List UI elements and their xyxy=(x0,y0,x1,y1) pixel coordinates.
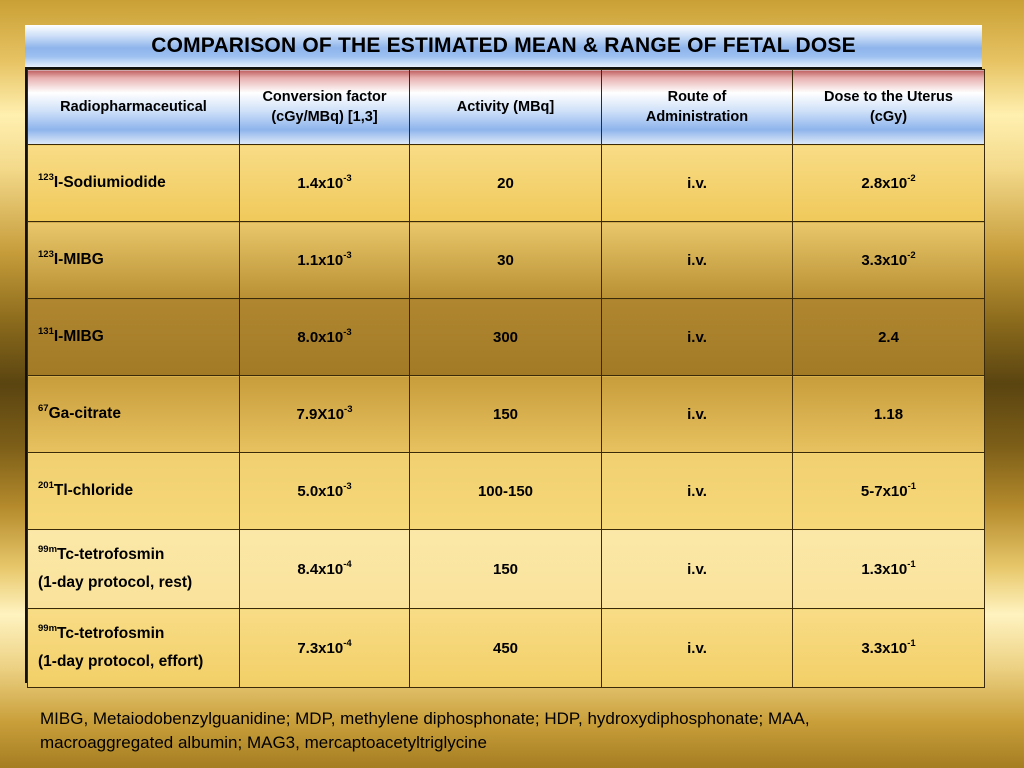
cell-activity: 450 xyxy=(409,608,602,688)
cell-conversion-factor: 5.0x10-3 xyxy=(239,452,410,530)
header-radiopharmaceutical: Radiopharmaceutical xyxy=(27,69,240,145)
header-route: Route of Administration xyxy=(601,69,793,145)
cell-conversion-factor: 8.4x10-4 xyxy=(239,529,410,609)
fetal-dose-table: Radiopharmaceutical Conversion factor (cG… xyxy=(25,67,985,688)
cell-radiopharmaceutical: 123I-Sodiumiodide xyxy=(27,144,240,222)
cell-radiopharmaceutical: 123I-MIBG xyxy=(27,221,240,299)
table-row: 67Ga-citrate 7.9X10-3 150 i.v. 1.18 xyxy=(27,375,985,453)
header-row: Radiopharmaceutical Conversion factor (cG… xyxy=(27,69,985,145)
cell-route: i.v. xyxy=(601,144,793,222)
table-row: 99mTc-tetrofosmin (1-day protocol, effort… xyxy=(27,608,985,688)
cell-route: i.v. xyxy=(601,298,793,376)
cell-activity: 30 xyxy=(409,221,602,299)
cell-dose: 2.4 xyxy=(792,298,985,376)
cell-route: i.v. xyxy=(601,452,793,530)
table-row: 123I-Sodiumiodide 1.4x10-3 20 i.v. 2.8x10-2 xyxy=(27,144,985,222)
table-row: 99mTc-tetrofosmin (1-day protocol, rest) 8… xyxy=(27,529,985,609)
table-row: 201Tl-chloride 5.0x10-3 100-150 i.v. 5-7x10-… xyxy=(27,452,985,530)
slide-title: COMPARISON OF THE ESTIMATED MEAN & RANGE… xyxy=(151,34,856,57)
cell-radiopharmaceutical: 99mTc-tetrofosmin (1-day protocol, effort… xyxy=(27,608,240,688)
cell-route: i.v. xyxy=(601,375,793,453)
cell-radiopharmaceutical: 201Tl-chloride xyxy=(27,452,240,530)
cell-conversion-factor: 1.1x10-3 xyxy=(239,221,410,299)
cell-route: i.v. xyxy=(601,608,793,688)
footnote: MIBG, Metaiodobenzylguanidine; MDP, meth… xyxy=(40,709,810,752)
cell-activity: 150 xyxy=(409,529,602,609)
cell-dose: 1.18 xyxy=(792,375,985,453)
cell-route: i.v. xyxy=(601,529,793,609)
cell-activity: 300 xyxy=(409,298,602,376)
title-bar: COMPARISON OF THE ESTIMATED MEAN & RANGE… xyxy=(25,25,982,67)
table-row: 123I-MIBG 1.1x10-3 30 i.v. 3.3x10-2 xyxy=(27,221,985,299)
cell-conversion-factor: 8.0x10-3 xyxy=(239,298,410,376)
cell-radiopharmaceutical: 99mTc-tetrofosmin (1-day protocol, rest) xyxy=(27,529,240,609)
header-conversion-factor: Conversion factor (cGy/MBq) [1,3] xyxy=(239,69,410,145)
header-dose-uterus: Dose to the Uterus (cGy) xyxy=(792,69,985,145)
cell-route: i.v. xyxy=(601,221,793,299)
cell-conversion-factor: 1.4x10-3 xyxy=(239,144,410,222)
cell-activity: 100-150 xyxy=(409,452,602,530)
cell-conversion-factor: 7.3x10-4 xyxy=(239,608,410,688)
cell-dose: 3.3x10-1 xyxy=(792,608,985,688)
data-table: Radiopharmaceutical Conversion factor (cG… xyxy=(27,69,985,688)
cell-radiopharmaceutical: 67Ga-citrate xyxy=(27,375,240,453)
cell-dose: 5-7x10-1 xyxy=(792,452,985,530)
cell-activity: 150 xyxy=(409,375,602,453)
cell-dose: 2.8x10-2 xyxy=(792,144,985,222)
cell-activity: 20 xyxy=(409,144,602,222)
header-activity: Activity (MBq] xyxy=(409,69,602,145)
cell-dose: 1.3x10-1 xyxy=(792,529,985,609)
cell-radiopharmaceutical: 131I-MIBG xyxy=(27,298,240,376)
table-row: 131I-MIBG 8.0x10-3 300 i.v. 2.4 xyxy=(27,298,985,376)
cell-dose: 3.3x10-2 xyxy=(792,221,985,299)
cell-conversion-factor: 7.9X10-3 xyxy=(239,375,410,453)
